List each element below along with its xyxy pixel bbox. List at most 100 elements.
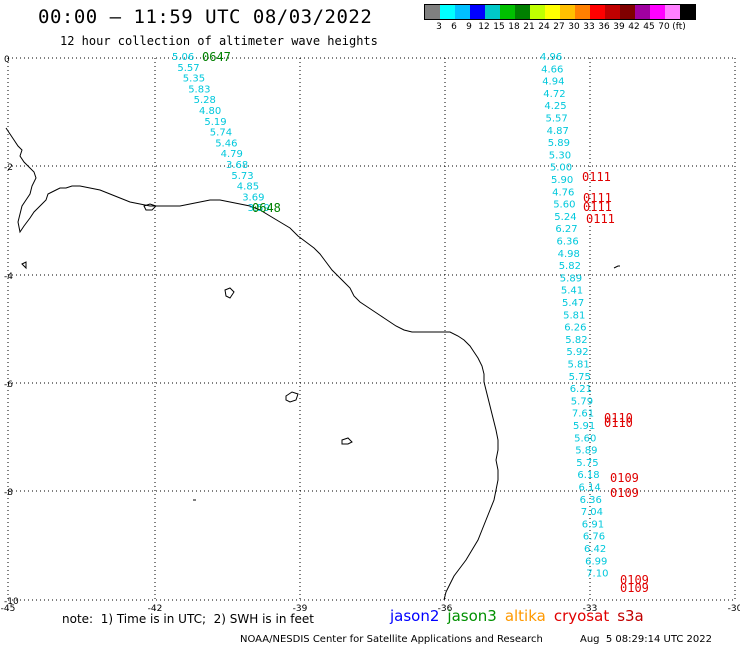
wave-height-label: 6.91	[582, 519, 604, 530]
wave-height-label: 4.80	[199, 106, 221, 117]
wave-height-label: 4.94	[542, 77, 564, 88]
legend-label: 27	[553, 22, 565, 32]
x-tick-label: -39	[293, 604, 308, 614]
wave-height-label: 4.79	[221, 149, 243, 160]
wave-height-label: 6.99	[585, 556, 607, 567]
wave-height-label: 6.26	[564, 323, 586, 334]
time-label: 0111	[586, 212, 615, 226]
legend-swatch	[425, 5, 440, 19]
legend-label: 70	[658, 22, 670, 32]
wave-height-label: 5.82	[565, 335, 587, 346]
island-4	[21, 261, 27, 270]
wave-height-label: 4.72	[543, 89, 565, 100]
wave-height-label: 5.06	[172, 52, 194, 63]
legend-swatch	[665, 5, 680, 19]
y-tick-label: -8	[4, 488, 13, 498]
legend-swatch	[515, 5, 530, 19]
y-tick-label: -4	[4, 272, 13, 282]
legend-swatch	[635, 5, 650, 19]
x-tick-label: -33	[583, 604, 598, 614]
wave-height-label: 5.28	[194, 95, 216, 106]
legend-swatch	[650, 5, 665, 19]
satellite-name: s3a	[617, 607, 644, 625]
time-label: 0109	[610, 471, 639, 485]
generated-timestamp: Aug 5 08:29:14 UTC 2022	[580, 634, 712, 645]
legend-label: 9	[466, 22, 472, 32]
footer-note: note: 1) Time is in UTC; 2) SWH is in fe…	[62, 612, 314, 626]
axis-labels: -45 -42 -39 -36 -33 -30 0 -2 -4 -6 -8 -10	[1, 55, 740, 614]
legend-swatches	[424, 4, 696, 20]
legend-label: 18	[508, 22, 520, 32]
time-label: 0109	[620, 581, 649, 595]
island-1	[224, 287, 235, 299]
satellite-name: cryosat	[553, 607, 610, 625]
legend-label: 24	[538, 22, 550, 32]
wave-height-label: 5.75	[569, 372, 591, 383]
wave-height-label: 5.79	[571, 396, 593, 407]
wave-height-label: 6.14	[579, 483, 601, 494]
time-labels: 0647064801110111011101110110011001090109…	[202, 50, 649, 595]
wave-height-label: 5.74	[210, 128, 232, 139]
legend-label: 36	[598, 22, 610, 32]
wave-height-label: 4.98	[558, 249, 580, 260]
wave-height-label: 6.21	[570, 384, 592, 395]
legend-label: 45	[643, 22, 655, 32]
wave-height-label: 5.89	[560, 273, 582, 284]
wave-height-label: 6.18	[577, 470, 599, 481]
altimeter-tracks: 5.065.575.355.835.284.805.195.745.464.79…	[172, 52, 608, 580]
time-label: 0647	[202, 50, 231, 64]
legend-swatch	[590, 5, 605, 19]
legend-label: 3	[436, 22, 442, 32]
wave-height-label: 4.85	[237, 182, 259, 193]
map-subtitle: 12 hour collection of altimeter wave hei…	[60, 34, 378, 48]
wave-height-label: 5.83	[188, 84, 210, 95]
wave-height-label: 5.24	[554, 212, 576, 223]
legend-swatch	[575, 5, 590, 19]
legend-label: 21	[523, 22, 535, 32]
legend-swatch	[455, 5, 470, 19]
wave-height-label: 5.35	[183, 74, 205, 85]
x-tick-label: -45	[1, 604, 16, 614]
wave-height-label: 4.76	[552, 187, 574, 198]
y-tick-label: 0	[4, 55, 10, 65]
island-small-east	[613, 265, 620, 269]
wave-height-label: 5.46	[215, 138, 237, 149]
satellite-name: jason3	[447, 607, 497, 625]
legend-label: 42	[628, 22, 640, 32]
wave-height-label: 5.81	[563, 310, 585, 321]
wave-height-label: 5.89	[575, 446, 597, 457]
island-2	[285, 391, 299, 403]
x-tick-label: -36	[438, 604, 453, 614]
color-legend: 3 6 9 12 15 18 21 24 27 30 33 36 39 42 45 70 (ft)	[424, 4, 696, 34]
wave-height-label: 5.73	[231, 171, 253, 182]
time-label: 0111	[583, 200, 612, 214]
wave-height-label: 6.36	[580, 495, 602, 506]
time-label: 0109	[610, 486, 639, 500]
island-5	[143, 203, 157, 211]
map-title: 00:00 – 11:59 UTC 08/03/2022	[38, 6, 373, 28]
y-tick-label: -2	[4, 163, 13, 173]
y-tick-label: -6	[4, 380, 13, 390]
legend-swatch	[560, 5, 575, 19]
x-tick-label: -42	[148, 604, 163, 614]
wave-height-label: 5.60	[553, 200, 575, 211]
wave-height-label: 4.96	[540, 52, 562, 63]
wave-height-label: 5.82	[559, 261, 581, 272]
wave-height-label: 5.91	[573, 421, 595, 432]
legend-label: 39	[613, 22, 625, 32]
wave-height-label: 5.90	[551, 175, 573, 186]
legend-label: 6	[451, 22, 457, 32]
island-3	[341, 437, 353, 445]
coastline-south-america	[5, 127, 499, 601]
wave-height-label: 5.60	[574, 433, 596, 444]
legend-label: 15	[493, 22, 505, 32]
satellite-key: jason2 jason3 altika cryosat s3a	[390, 607, 652, 625]
wave-height-label: 5.57	[546, 114, 568, 125]
legend-labels: 3 6 9 12 15 18 21 24 27 30 33 36 39 42 45 70 (ft)	[424, 20, 696, 34]
y-tick-label: -10	[4, 597, 19, 607]
wave-height-label: 5.92	[566, 347, 588, 358]
legend-swatch	[620, 5, 635, 19]
wave-height-label: 4.66	[541, 64, 563, 75]
legend-swatch	[530, 5, 545, 19]
legend-label: 30	[568, 22, 580, 32]
